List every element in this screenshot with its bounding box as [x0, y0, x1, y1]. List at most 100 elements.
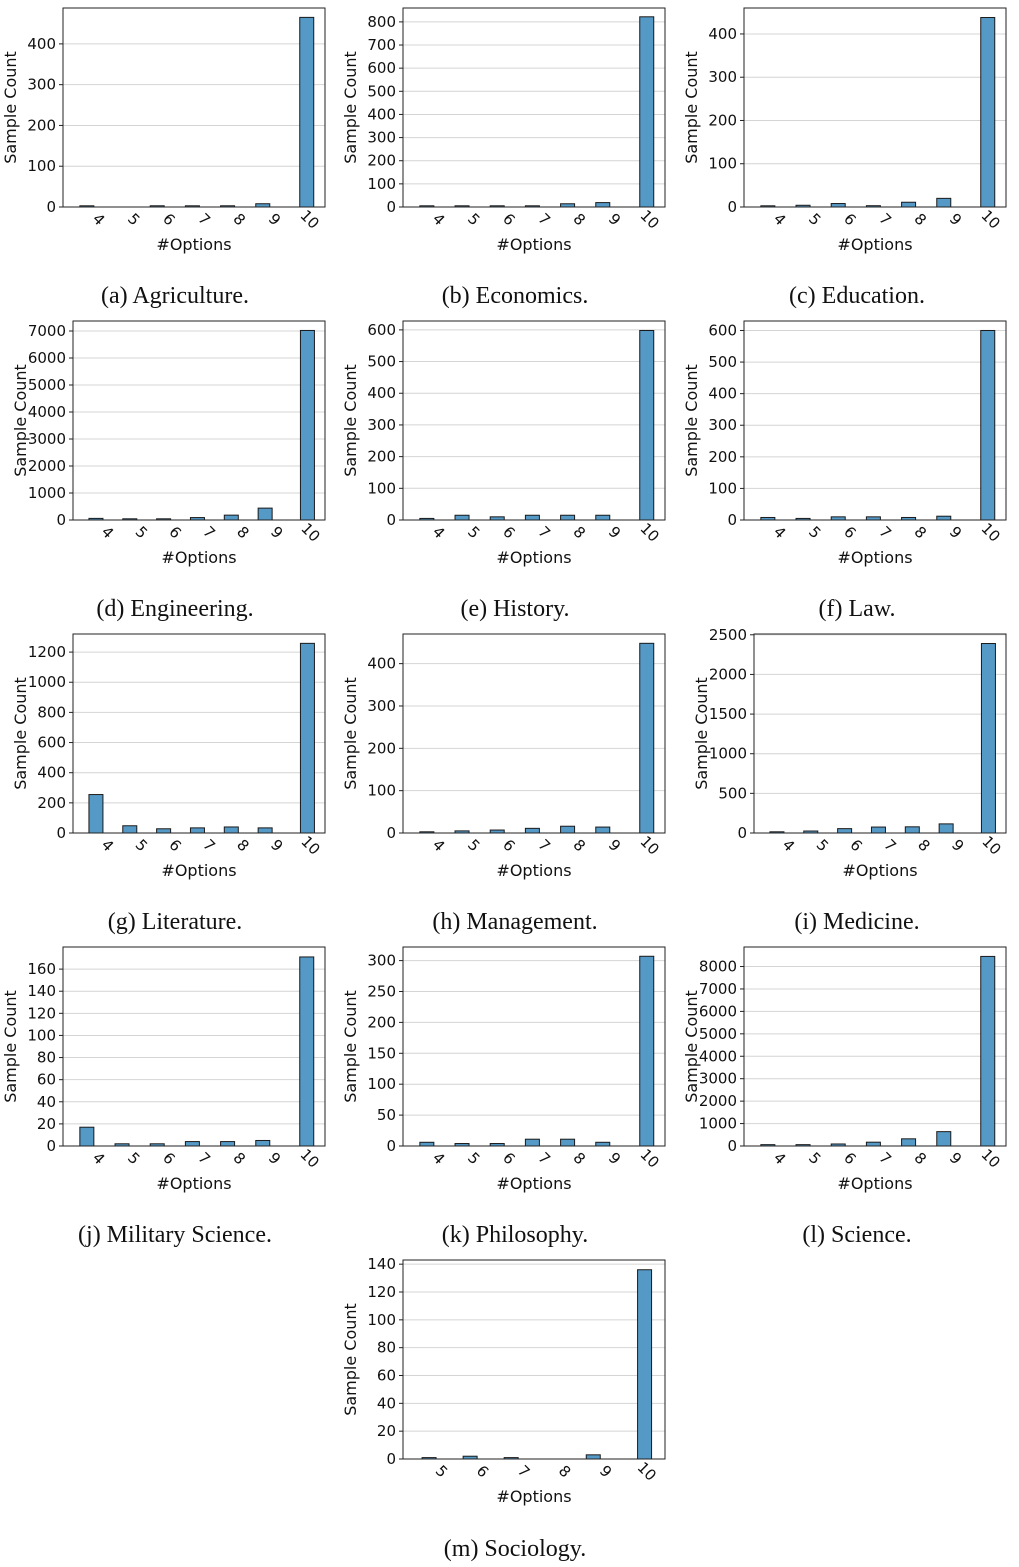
plot-frame	[743, 320, 1007, 521]
bar	[156, 828, 172, 834]
y-tick-label: 400	[367, 655, 396, 673]
x-tick-label: 5	[464, 210, 483, 229]
x-axis-label: #Options	[156, 235, 231, 254]
x-tick-label: 7	[875, 523, 894, 542]
y-tick-label: 120	[367, 1283, 396, 1301]
x-tick-label: 5	[132, 523, 151, 542]
x-axis-label: #Options	[496, 1487, 571, 1506]
x-axis-label: #Options	[837, 1174, 912, 1193]
y-tick-label: 2000	[699, 1092, 737, 1110]
x-tick-label: 9	[265, 1149, 284, 1168]
subfigure-caption: (e) History.	[460, 596, 569, 622]
y-tick-label: 0	[737, 824, 747, 842]
x-tick-label: 9	[596, 1462, 615, 1481]
bar	[299, 16, 315, 208]
x-tick-label: 10	[634, 1458, 660, 1484]
y-tick-label: 0	[46, 198, 56, 216]
bar	[595, 826, 611, 834]
plot-frame	[402, 946, 666, 1147]
y-tick-label: 100	[27, 157, 56, 175]
bar	[901, 1138, 917, 1147]
y-tick-label: 1000	[709, 745, 747, 763]
y-tick-label: 60	[37, 1071, 56, 1089]
bar	[585, 1454, 601, 1460]
bar	[936, 197, 952, 208]
y-tick-label: 300	[367, 697, 396, 715]
bar	[299, 642, 315, 834]
y-tick-label: 800	[367, 13, 396, 31]
y-tick-label: 3000	[28, 430, 66, 448]
x-tick-label: 10	[637, 206, 663, 232]
y-axis-label: Sample Count	[11, 364, 30, 477]
chart-panel: 0 100 200 300 400 500 600 700 800 4 5 6 7 8 9 10 #Option…	[341, 7, 666, 309]
x-tick-label: 6	[473, 1462, 492, 1481]
y-tick-label: 300	[367, 952, 396, 970]
y-tick-label: 1200	[28, 643, 66, 661]
bar	[901, 201, 917, 208]
y-tick-label: 3000	[699, 1070, 737, 1088]
y-tick-label: 0	[56, 511, 66, 529]
y-tick-label: 600	[367, 59, 396, 77]
y-tick-label: 300	[27, 76, 56, 94]
plot-frame	[743, 7, 1007, 208]
x-tick-label: 5	[132, 836, 151, 855]
x-tick-label: 8	[230, 210, 249, 229]
x-tick-label: 9	[267, 523, 286, 542]
x-tick-label: 7	[514, 1462, 533, 1481]
y-tick-label: 200	[367, 739, 396, 757]
bar	[560, 1138, 576, 1147]
plot-frame	[402, 633, 666, 834]
y-tick-label: 80	[37, 1049, 56, 1067]
x-axis-label: #Options	[842, 861, 917, 880]
x-tick-label: 5	[464, 836, 483, 855]
y-tick-label: 700	[367, 36, 396, 54]
x-tick-label: 4	[429, 836, 448, 855]
y-tick-label: 0	[386, 511, 396, 529]
x-tick-label: 6	[499, 210, 518, 229]
x-tick-label: 8	[911, 523, 930, 542]
bar	[223, 514, 239, 521]
subfigure-caption: (g) Literature.	[108, 909, 243, 935]
x-axis-label: #Options	[496, 235, 571, 254]
y-tick-label: 500	[708, 353, 737, 371]
x-tick-label: 7	[194, 210, 213, 229]
y-tick-label: 400	[37, 764, 66, 782]
y-tick-label: 0	[56, 824, 66, 842]
x-tick-label: 7	[199, 523, 218, 542]
x-tick-label: 7	[880, 836, 899, 855]
y-axis-label: Sample Count	[692, 677, 711, 790]
bar	[980, 17, 996, 208]
y-tick-label: 300	[367, 416, 396, 434]
x-tick-label: 8	[911, 210, 930, 229]
x-tick-label: 8	[570, 523, 589, 542]
bar	[980, 955, 996, 1147]
subfigure-caption: (k) Philosophy.	[442, 1222, 588, 1248]
bar	[454, 514, 470, 521]
y-tick-label: 100	[708, 155, 737, 173]
y-tick-label: 6000	[699, 1002, 737, 1020]
x-tick-label: 6	[840, 523, 859, 542]
x-tick-label: 8	[911, 1149, 930, 1168]
y-tick-label: 100	[367, 1311, 396, 1329]
y-tick-label: 500	[718, 784, 747, 802]
bar	[639, 955, 655, 1147]
y-tick-label: 40	[37, 1093, 56, 1111]
x-tick-label: 5	[464, 1149, 483, 1168]
x-tick-label: 7	[534, 523, 553, 542]
x-tick-label: 4	[779, 836, 798, 855]
x-tick-label: 10	[637, 519, 663, 545]
subfigure-caption: (l) Science.	[802, 1222, 911, 1248]
bar	[865, 1141, 881, 1147]
x-tick-label: 7	[875, 210, 894, 229]
y-tick-label: 7000	[28, 322, 66, 340]
x-tick-label: 4	[429, 523, 448, 542]
y-axis-label: Sample Count	[341, 1303, 360, 1416]
x-tick-label: 9	[605, 523, 624, 542]
y-tick-label: 400	[367, 105, 396, 123]
bar	[936, 515, 952, 521]
x-tick-label: 5	[805, 1149, 824, 1168]
bar	[524, 514, 540, 521]
bar	[639, 330, 655, 521]
bar	[870, 826, 886, 834]
